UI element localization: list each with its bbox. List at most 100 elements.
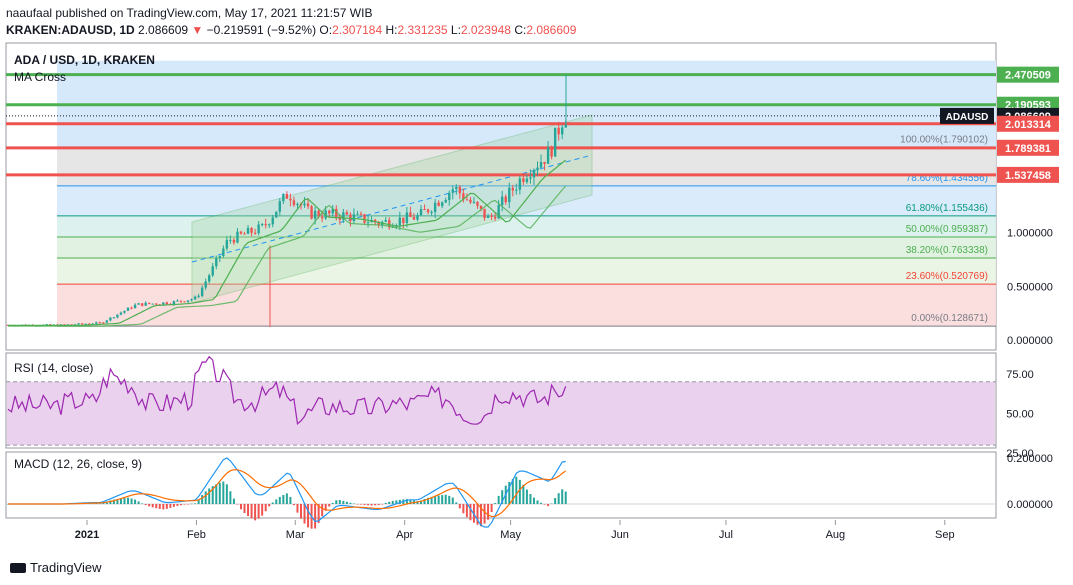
candle-body (423, 209, 426, 211)
symbol-label: KRAKEN:ADAUSD, 1D (6, 23, 135, 37)
x-axis-label: Sep (935, 529, 955, 541)
macd-hist-bar (532, 497, 535, 504)
fib-level-label: 100.00%(1.790102) (900, 135, 988, 146)
macd-hist-bar (307, 504, 310, 528)
price-label: 1.537458 (1005, 170, 1051, 182)
macd-hist-bar (204, 491, 207, 504)
macd-hist-bar (476, 504, 479, 525)
candle-body (515, 189, 518, 191)
channel-midline (191, 154, 593, 263)
candle-body (112, 317, 116, 319)
change-arrow: ▼ (191, 23, 204, 37)
macd-hist-bar (285, 493, 288, 504)
candle-body (80, 323, 84, 325)
macd-hist-bar (352, 503, 355, 504)
fib-level-label: 61.80%(1.155436) (906, 203, 988, 214)
candle-body (561, 127, 564, 135)
candle-body (87, 323, 91, 325)
macd-hist-bar (158, 504, 161, 509)
candle-body (433, 202, 437, 212)
fib-level-label: 78.60%(1.434556) (906, 173, 988, 184)
candle-body (162, 302, 165, 305)
candle-body (225, 240, 229, 249)
candle-body (123, 310, 126, 313)
fib-level-label: 38.20%(0.763338) (906, 245, 988, 256)
fib-level-label: 50.00%(0.959387) (906, 224, 988, 235)
x-axis-label: Feb (187, 529, 206, 541)
candle-body (317, 210, 320, 217)
candle-body (257, 224, 260, 234)
macd-hist-bar (451, 497, 454, 504)
candle-body (179, 300, 183, 302)
candle-body (529, 177, 532, 179)
candle-body (271, 217, 274, 225)
macd-hist-bar (338, 500, 341, 504)
macd-hist-bar (179, 504, 182, 506)
macd-hist-bar (525, 489, 528, 504)
fib-level-label: 0.00%(0.128671) (911, 313, 988, 324)
macd-hist-bar (423, 498, 426, 504)
tradingview-watermark: TradingView (10, 560, 102, 575)
macd-hist-bar (172, 504, 175, 507)
macd-hist-bar (564, 491, 567, 504)
candle-body (119, 312, 123, 315)
x-axis-label: Apr (396, 529, 413, 541)
macd-hist-bar (536, 500, 539, 504)
candle-body (493, 216, 497, 219)
candle-body (536, 167, 539, 171)
candle-body (204, 281, 207, 288)
macd-hist-bar (289, 496, 292, 504)
macd-hist-bar (268, 504, 271, 507)
price-axis-tick: 0.000000 (1007, 335, 1053, 347)
macd-hist-bar (148, 504, 151, 507)
macd-hist-bar (469, 504, 472, 521)
macd-hist-bar (494, 503, 497, 504)
macd-hist-bar (176, 504, 179, 506)
candle-body (211, 266, 214, 276)
candle-body (197, 295, 200, 297)
macd-hist-bar (547, 504, 550, 507)
macd-hist-bar (187, 504, 190, 505)
macd-hist-bar (119, 498, 122, 504)
candle-body (479, 205, 483, 209)
candle-body (289, 198, 292, 201)
candle-body (232, 239, 236, 243)
candle-body (144, 302, 147, 306)
candle-body (550, 147, 553, 157)
candle-body (310, 206, 313, 219)
macd-title: MACD (12, 26, close, 9) (14, 457, 142, 471)
candle-body (349, 214, 352, 222)
candle-body (345, 212, 349, 215)
candle-body (508, 187, 511, 203)
high-value: 2.331235 (397, 23, 448, 37)
candle-body (45, 324, 49, 326)
close-value: 2.086609 (526, 23, 577, 37)
macd-hist-bar (232, 498, 235, 504)
macd-hist-bar (169, 504, 172, 508)
candle-body (222, 248, 225, 256)
rsi-title: RSI (14, close) (14, 361, 93, 375)
candle-body (246, 227, 250, 234)
candle-body (483, 208, 486, 218)
candle-body (243, 233, 246, 235)
macd-hist-bar (395, 500, 398, 504)
rsi-axis-tick: 25.00 (1006, 448, 1034, 460)
brand-label: TradingView (30, 560, 102, 575)
candle-body (437, 202, 440, 206)
macd-hist-bar (162, 504, 165, 510)
candle-body (532, 170, 536, 178)
macd-hist-bar (367, 504, 370, 506)
candle-body (501, 196, 504, 205)
candle-body (236, 231, 239, 243)
candle-body (84, 323, 87, 325)
candle-body (126, 307, 130, 311)
macd-hist-bar (123, 498, 126, 504)
candle-body (109, 317, 112, 321)
fib-zone (57, 185, 996, 216)
low-label: L: (450, 23, 461, 37)
candle-body (416, 215, 419, 220)
macd-hist-bar (271, 502, 274, 504)
candle-body (557, 127, 560, 135)
macd-hist-bar (480, 504, 483, 527)
